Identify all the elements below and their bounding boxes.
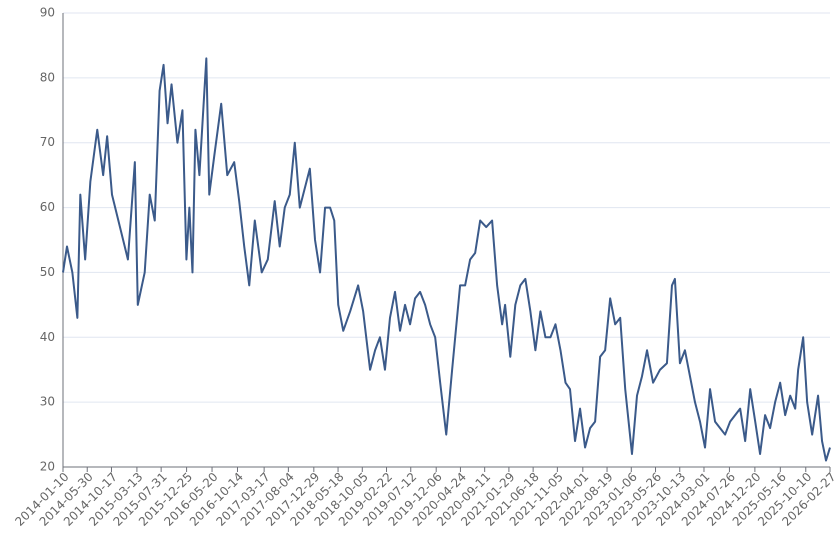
y-tick-label: 50 [40,265,55,279]
y-tick-label: 40 [40,330,55,344]
y-tick-label: 30 [40,395,55,409]
y-tick-label: 80 [40,70,55,84]
y-tick-label: 70 [40,135,55,149]
y-tick-label: 90 [40,6,55,20]
y-tick-label: 20 [40,460,55,474]
data-line [62,57,831,462]
y-tick-label: 60 [40,200,55,214]
